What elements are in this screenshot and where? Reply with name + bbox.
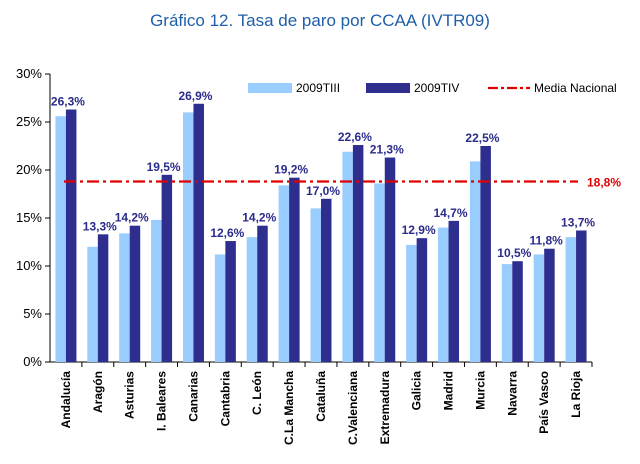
- legend-swatch-2009tiv: [366, 83, 410, 93]
- data-label: 19,5%: [147, 160, 181, 174]
- reference-line-label: 18,8%: [587, 176, 621, 190]
- bar-2009tiii: [151, 219, 162, 362]
- x-tick-label: Andalucía: [59, 371, 73, 429]
- bar-2009tiv: [576, 230, 587, 362]
- bar-2009tiii: [406, 244, 417, 362]
- bar-2009tiv: [321, 198, 332, 362]
- y-tick-label: 30%: [16, 66, 42, 81]
- x-tick-label: Madrid: [442, 371, 456, 410]
- bar-2009tiv: [384, 157, 396, 362]
- bar-2009tiv: [225, 241, 236, 362]
- bar-2009tiv: [352, 145, 364, 362]
- y-tick-label: 25%: [16, 114, 42, 129]
- legend-label-media-nacional: Media Nacional: [534, 81, 617, 95]
- x-tick-label: Cataluña: [314, 371, 328, 422]
- bar-2009tiv: [289, 177, 300, 362]
- legend-label-2009tiv: 2009TIV: [414, 81, 459, 95]
- y-tick-label: 15%: [16, 210, 42, 225]
- x-tick-label: País Vasco: [537, 371, 551, 434]
- bar-2009tiii: [469, 161, 481, 362]
- y-tick-label: 0%: [23, 354, 42, 369]
- bar-2009tiii: [374, 183, 385, 362]
- data-label: 14,2%: [242, 211, 276, 225]
- bar-2009tiv: [512, 261, 523, 362]
- x-tick-label: Aragón: [91, 371, 105, 413]
- bar-2009tiii: [342, 151, 353, 362]
- bar-2009tiii: [246, 237, 258, 362]
- x-tick-label: La Rioja: [569, 371, 583, 418]
- data-label: 12,9%: [402, 223, 436, 237]
- bar-2009tiii: [214, 254, 226, 362]
- x-tick-label: Extremadura: [378, 371, 392, 445]
- x-tick-label: C.La Mancha: [282, 371, 296, 445]
- x-tick-label: Galicia: [410, 371, 424, 411]
- bar-2009tiii: [55, 116, 66, 363]
- x-tick-label: Canarias: [186, 371, 200, 422]
- bar-2009tiv: [97, 234, 109, 362]
- data-label: 22,5%: [465, 131, 499, 145]
- y-tick-label: 10%: [16, 258, 42, 273]
- y-tick-label: 20%: [16, 162, 42, 177]
- x-tick-label: Asturias: [123, 371, 137, 419]
- data-label: 22,6%: [338, 130, 372, 144]
- bar-2009tiv: [193, 103, 204, 362]
- bar-2009tiv: [257, 225, 268, 362]
- data-label: 21,3%: [370, 143, 404, 157]
- x-tick-label: C. León: [250, 371, 264, 415]
- data-label: 13,3%: [83, 219, 117, 233]
- data-label: 26,9%: [178, 89, 212, 103]
- bar-2009tiii: [438, 227, 449, 362]
- legend-label-2009tiii: 2009TIII: [296, 81, 340, 95]
- bar-2009tiii: [310, 208, 321, 362]
- bar-2009tiii: [182, 112, 194, 363]
- bar-2009tiv: [480, 146, 491, 362]
- data-label: 11,8%: [529, 234, 563, 248]
- bar-2009tiii: [278, 185, 290, 362]
- bar-2009tiii: [119, 233, 130, 362]
- x-tick-label: Navarra: [505, 371, 519, 416]
- bar-2009tiv: [448, 220, 460, 362]
- data-label: 14,7%: [434, 206, 468, 220]
- x-tick-label: I. Baleares: [155, 371, 169, 431]
- data-label: 26,3%: [51, 95, 85, 109]
- x-tick-label: Murcia: [473, 371, 487, 410]
- x-tick-label: C.Valenciana: [346, 371, 360, 445]
- bar-2009tiv: [129, 225, 141, 362]
- chart-title: Gráfico 12. Tasa de paro por CCAA (IVTR0…: [150, 11, 490, 30]
- legend-swatch-2009tiii: [248, 83, 292, 93]
- bar-2009tiii: [87, 246, 98, 362]
- bar-2009tiv: [161, 174, 173, 362]
- data-label: 17,0%: [306, 184, 340, 198]
- data-label: 13,7%: [561, 215, 595, 229]
- data-label: 12,6%: [210, 226, 244, 240]
- bar-2009tiv: [544, 248, 555, 362]
- data-label: 10,5%: [497, 246, 531, 260]
- data-label: 19,2%: [274, 163, 308, 177]
- data-label: 14,2%: [115, 211, 149, 225]
- x-tick-label: Cantabria: [218, 371, 232, 427]
- bar-2009tiii: [565, 237, 577, 362]
- bar-2009tiv: [416, 238, 428, 362]
- bar-2009tiv: [65, 109, 77, 363]
- bar-2009tiii: [533, 254, 545, 362]
- y-tick-label: 5%: [23, 306, 42, 321]
- bar-2009tiii: [501, 264, 513, 362]
